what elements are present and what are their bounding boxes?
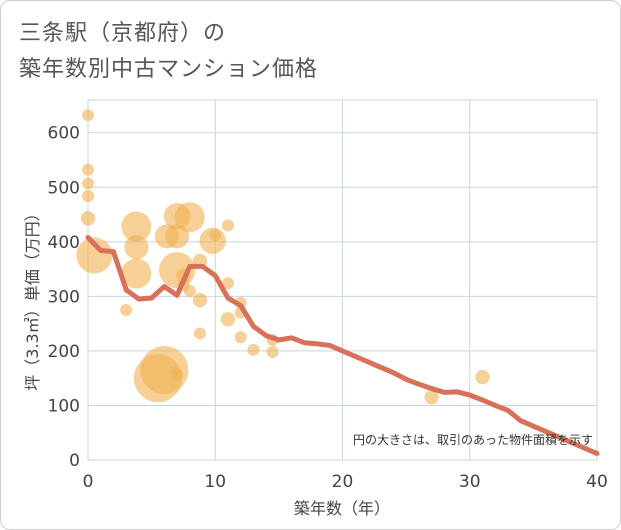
x-tick-label: 10 — [204, 472, 226, 492]
bubble-point — [82, 109, 94, 122]
bubble-point — [209, 229, 222, 242]
y-tick-label: 600 — [48, 124, 80, 144]
bubble-point — [247, 343, 260, 356]
bubble-point — [140, 346, 189, 394]
y-tick-label: 100 — [48, 396, 80, 416]
y-tick-label: 200 — [48, 342, 80, 362]
bubble-point — [193, 327, 206, 340]
x-tick-label: 20 — [332, 472, 354, 492]
y-tick-label: 0 — [69, 451, 80, 471]
x-tick-label: 0 — [83, 472, 94, 492]
bubble-point — [120, 304, 133, 316]
bubble-point — [266, 346, 279, 358]
bubble-point — [121, 211, 152, 242]
bubble-point — [121, 258, 152, 289]
bubble-point — [234, 331, 247, 344]
bubble-point — [192, 292, 208, 308]
bubble-point — [82, 190, 94, 202]
chart-title-line2: 築年数別中古マンション価格 — [19, 57, 319, 82]
bubble-point — [183, 284, 196, 297]
bubble-point — [475, 369, 490, 385]
bubble-point — [220, 312, 236, 327]
bubble-point — [171, 368, 184, 381]
bubble-point — [424, 390, 439, 405]
bubble-point — [221, 277, 234, 290]
bubble-point — [76, 237, 113, 274]
grid — [87, 99, 598, 461]
bubble-size-note: 円の大きさは、取引のあった物件面積を示す — [353, 432, 593, 447]
x-axis-title: 築年数（年） — [294, 499, 390, 518]
bubble-point — [174, 202, 205, 233]
x-tick-label: 40 — [586, 472, 608, 492]
trend-line-layer — [85, 234, 600, 456]
bubble-point — [82, 177, 94, 190]
trend-line — [85, 234, 600, 456]
y-axis-title: 坪（3.3㎡）単価（万円） — [23, 205, 42, 390]
y-tick-label: 500 — [48, 178, 80, 198]
bubble-point — [124, 235, 149, 260]
y-tick-label: 400 — [48, 233, 80, 253]
y-tick-label: 300 — [48, 287, 80, 307]
x-tick-label: 30 — [459, 472, 481, 492]
chart-title-line1: 三条駅（京都府）の — [19, 21, 227, 46]
bubble-point — [80, 211, 96, 226]
bubbles — [76, 109, 490, 405]
bubble-point — [221, 219, 234, 232]
bubble-point — [82, 163, 94, 176]
